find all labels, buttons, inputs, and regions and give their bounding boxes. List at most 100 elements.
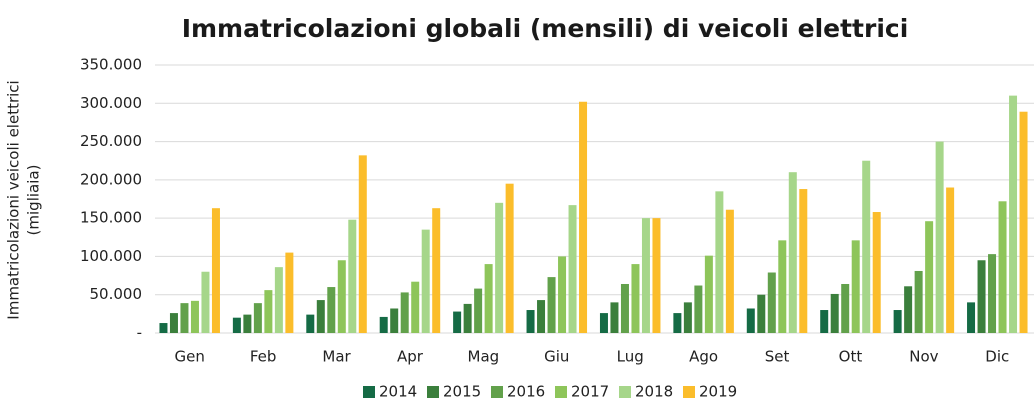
x-tick-label: Ott <box>839 348 863 366</box>
bar <box>526 310 535 333</box>
bar <box>851 240 860 333</box>
bar <box>337 260 346 333</box>
bar <box>432 208 441 333</box>
x-tick-label: Set <box>765 348 790 366</box>
bar <box>925 221 934 333</box>
x-tick-label: Gen <box>175 348 205 366</box>
y-tick-label: 300.000 <box>80 94 142 112</box>
bar <box>285 252 294 333</box>
legend-label: 2017 <box>571 383 609 401</box>
legend-swatch <box>555 386 567 398</box>
bar <box>1009 95 1018 333</box>
bar <box>421 229 430 333</box>
bar <box>169 313 178 333</box>
bar <box>746 308 755 333</box>
bar <box>631 264 640 333</box>
bar <box>558 256 567 333</box>
bar <box>599 313 608 333</box>
bar <box>641 218 650 333</box>
bar <box>327 287 336 333</box>
bar <box>579 101 588 333</box>
bar <box>694 285 703 333</box>
legend-swatch <box>427 386 439 398</box>
bar <box>841 283 850 333</box>
bar <box>264 290 273 333</box>
legend-label: 2019 <box>699 383 737 401</box>
x-tick-label: Ago <box>689 348 718 366</box>
y-tick-label: 250.000 <box>80 132 142 150</box>
y-axis-title: Immatricolazioni veicoli elettrici (migl… <box>5 80 43 319</box>
bar <box>400 292 409 333</box>
bar <box>453 311 462 333</box>
x-tick-label: Apr <box>397 348 424 366</box>
bar <box>253 303 262 333</box>
y-tick-label: - <box>137 324 142 342</box>
y-tick-label: 50.000 <box>90 285 143 303</box>
bar <box>967 302 976 333</box>
bar <box>180 303 189 333</box>
legend-swatch <box>619 386 631 398</box>
bar <box>463 303 472 333</box>
bar <box>348 219 357 333</box>
bar <box>977 260 986 333</box>
bar <box>547 277 556 333</box>
bar <box>620 283 629 333</box>
y-tick-label: 200.000 <box>80 170 142 188</box>
bar <box>232 317 241 333</box>
bar <box>568 205 577 333</box>
bar <box>673 313 682 333</box>
y-tick-label: 100.000 <box>80 247 142 265</box>
bar <box>946 187 955 333</box>
bar <box>778 240 787 333</box>
bar <box>872 212 881 333</box>
bar <box>893 310 902 333</box>
legend-swatch <box>683 386 695 398</box>
bar <box>190 300 199 333</box>
legend-label: 2016 <box>507 383 545 401</box>
bar <box>159 323 168 333</box>
bar <box>306 314 315 333</box>
bar <box>484 264 493 333</box>
legend-label: 2015 <box>443 383 481 401</box>
bar <box>411 281 420 333</box>
legend-swatch <box>491 386 503 398</box>
bar <box>862 160 871 333</box>
y-label-line: Immatricolazioni veicoli elettrici <box>5 80 23 319</box>
bar <box>988 254 997 333</box>
bar <box>610 302 619 333</box>
bar <box>358 155 367 333</box>
bar <box>935 141 944 333</box>
bar <box>998 201 1007 333</box>
bar <box>767 272 776 333</box>
x-tick-label: Giu <box>544 348 569 366</box>
y-tick-label: 150.000 <box>80 209 142 227</box>
bar <box>683 302 692 333</box>
bar <box>788 172 797 333</box>
bar <box>474 288 483 333</box>
bar <box>820 310 829 333</box>
bar <box>274 267 283 333</box>
bar <box>704 255 713 333</box>
bar <box>757 294 766 333</box>
bar <box>799 189 808 333</box>
y-tick-label: 350.000 <box>80 56 142 74</box>
bar <box>652 218 661 333</box>
legend-label: 2018 <box>635 383 673 401</box>
y-label-line: (migliaia) <box>25 165 43 236</box>
bar <box>1019 111 1028 333</box>
bar <box>211 208 220 333</box>
bar <box>495 202 504 333</box>
x-tick-label: Lug <box>617 348 644 366</box>
bar <box>914 270 923 333</box>
bar <box>379 316 388 333</box>
bar <box>725 209 734 333</box>
bar <box>201 271 210 333</box>
bar <box>505 183 514 333</box>
x-tick-label: Feb <box>250 348 277 366</box>
bar <box>715 191 724 333</box>
chart-title: Immatricolazioni globali (mensili) di ve… <box>182 14 909 43</box>
bar <box>316 300 325 333</box>
legend-label: 2014 <box>379 383 417 401</box>
bar <box>243 314 252 333</box>
